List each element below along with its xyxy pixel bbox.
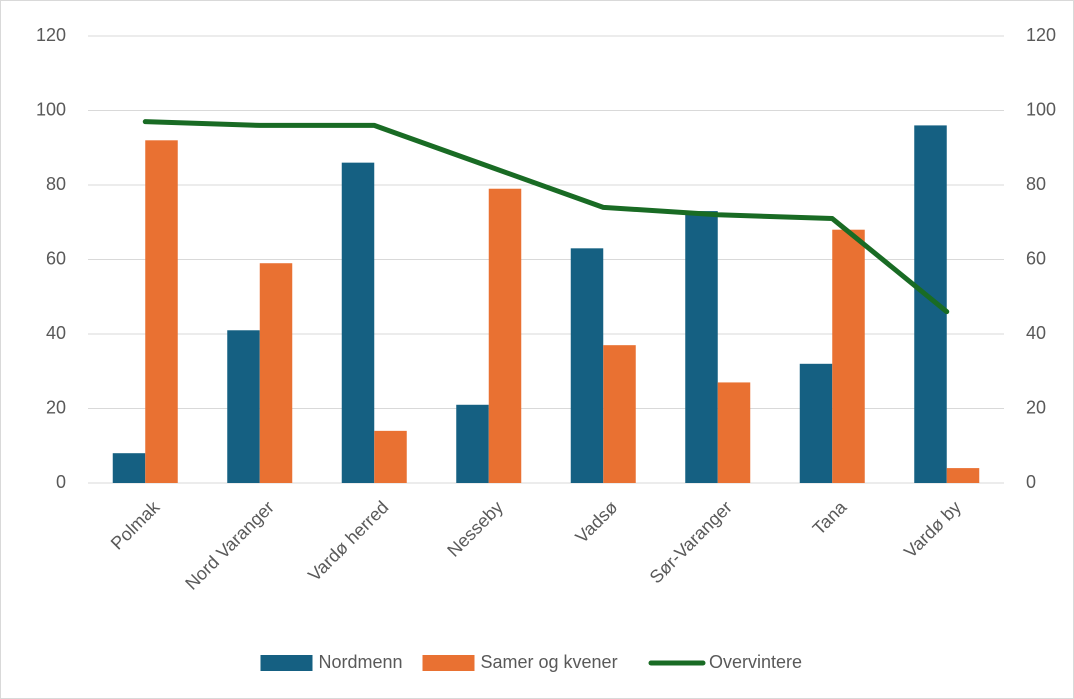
y2-tick-label: 20: [1026, 397, 1046, 417]
bar: [570, 248, 604, 483]
bar: [145, 140, 178, 484]
y-tick-label: 40: [46, 323, 66, 343]
y2-tick-label: 120: [1026, 25, 1056, 45]
y-tick-label: 60: [46, 248, 66, 268]
bar: [259, 263, 293, 483]
bar: [603, 345, 636, 483]
y-tick-label: 20: [46, 397, 66, 417]
y-tick-label: 100: [36, 99, 66, 119]
bar: [946, 468, 980, 483]
y2-tick-label: 60: [1026, 248, 1046, 268]
y2-tick-label: 0: [1026, 472, 1036, 492]
line: [142, 119, 950, 315]
y2-tick-label: 40: [1026, 323, 1046, 343]
bar: [717, 382, 751, 483]
y-tick-label: 0: [56, 472, 66, 492]
y2-tick-label: 100: [1026, 99, 1056, 119]
bar: [799, 363, 833, 483]
legend-swatch: [260, 655, 313, 671]
bar: [374, 430, 407, 483]
y-tick-label: 80: [46, 174, 66, 194]
legend-swatch: [422, 655, 475, 671]
y-tick-label: 120: [36, 25, 66, 45]
y2-tick-label: 80: [1026, 174, 1046, 194]
legend-label: Nordmenn: [319, 652, 403, 672]
bar: [832, 229, 865, 483]
bar: [914, 125, 947, 484]
legend-label: Samer og kvener: [481, 652, 618, 672]
bar: [341, 162, 375, 483]
bar: [488, 188, 522, 483]
bar: [227, 330, 260, 483]
legend-label: Overvintere: [709, 652, 802, 672]
bar: [685, 211, 718, 483]
bar: [112, 453, 146, 483]
bar: [456, 404, 489, 483]
